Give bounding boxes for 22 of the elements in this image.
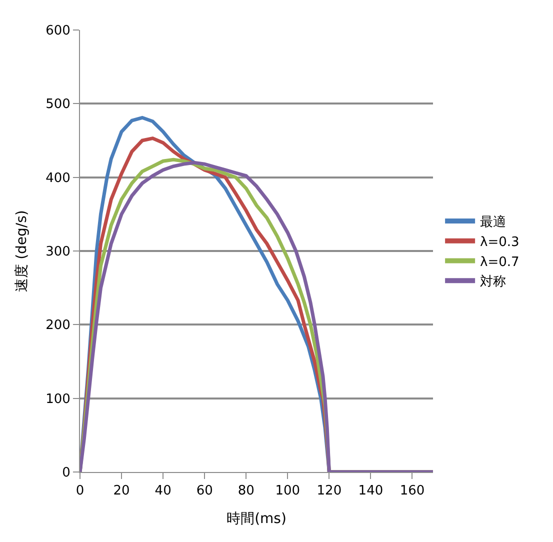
x-tick-label: 120	[316, 484, 342, 499]
x-tick-label: 20	[113, 484, 130, 499]
x-axis-title: 時間(ms)	[226, 510, 286, 527]
x-tick-label: 80	[238, 484, 254, 499]
x-tick-label: 160	[400, 484, 425, 499]
legend-label: 最適	[480, 214, 506, 230]
x-tick-label: 60	[196, 484, 213, 499]
legend-label: λ=0.7	[480, 254, 520, 270]
y-axis-title: 速度 (deg/s)	[14, 210, 30, 292]
y-tick-label: 200	[46, 318, 70, 334]
y-tick-label: 0	[62, 466, 70, 481]
y-tick-label: 600	[46, 24, 70, 39]
y-tick-label: 100	[46, 392, 70, 407]
x-tick-label: 0	[76, 484, 84, 499]
y-tick-label: 500	[46, 97, 70, 112]
legend-label: λ=0.3	[480, 234, 520, 250]
y-tick-label: 300	[46, 244, 70, 260]
legend-label: 対称	[480, 274, 506, 290]
x-tick-label: 140	[358, 484, 384, 499]
y-tick-label: 400	[46, 170, 70, 186]
x-tick-label: 100	[275, 484, 300, 499]
x-tick-label: 40	[154, 484, 172, 499]
